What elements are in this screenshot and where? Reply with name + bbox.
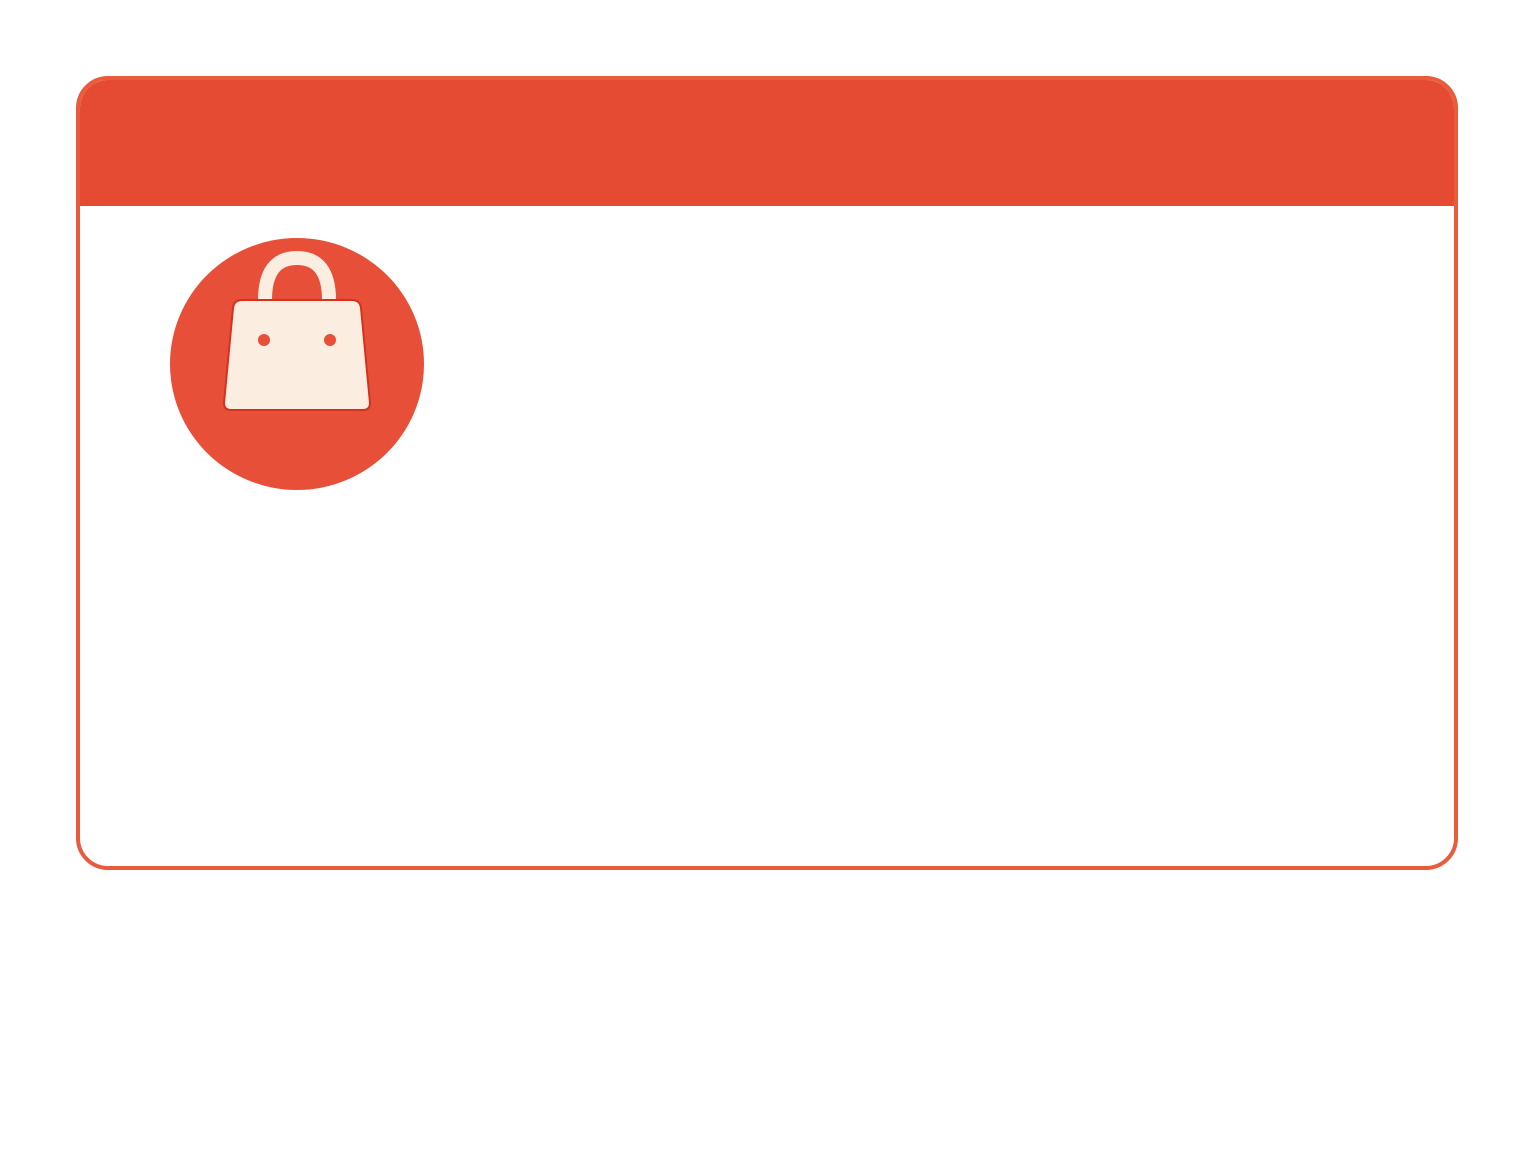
- card-header: [80, 80, 1454, 206]
- shopping-bag-trend-icon: [170, 238, 424, 490]
